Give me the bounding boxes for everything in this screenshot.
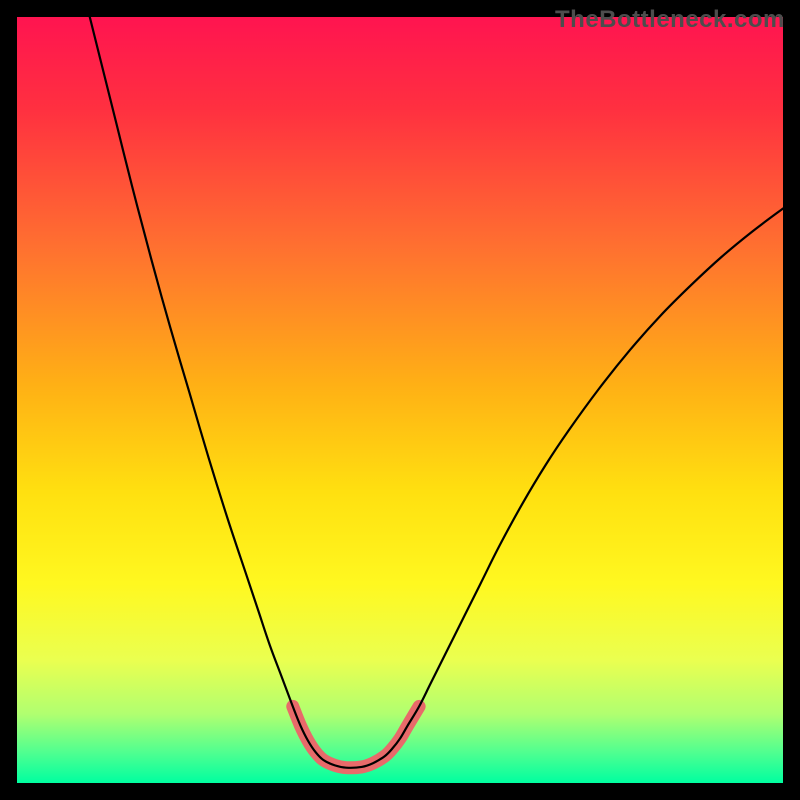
watermark-text: TheBottleneck.com (555, 6, 785, 34)
bottleneck-chart (17, 17, 783, 783)
chart-frame (17, 17, 783, 783)
gradient-background (17, 17, 783, 783)
